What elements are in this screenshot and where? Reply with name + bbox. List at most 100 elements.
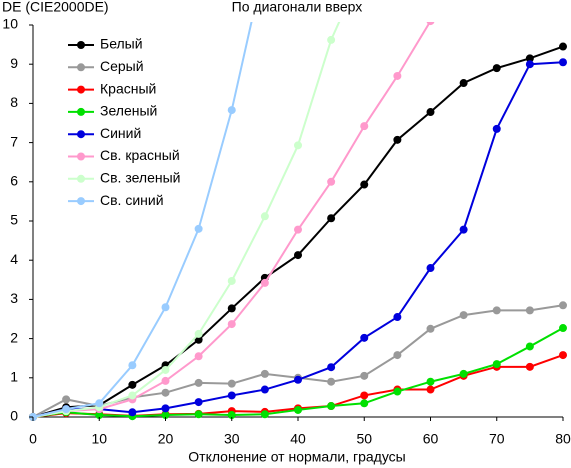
point (360, 180, 369, 189)
point (95, 399, 104, 408)
series-line (32, 327, 564, 418)
point (227, 106, 236, 115)
point (294, 141, 302, 150)
legend-marker (77, 197, 85, 206)
point (327, 402, 336, 411)
point (393, 351, 402, 360)
point (161, 303, 170, 312)
point (294, 405, 302, 414)
y-tick-label: 8 (10, 94, 18, 110)
point (260, 410, 269, 419)
point (525, 54, 534, 63)
point (194, 378, 203, 387)
point (393, 135, 402, 144)
point (260, 385, 269, 394)
legend-marker (77, 174, 85, 183)
point (459, 225, 468, 234)
point (294, 225, 302, 234)
point (161, 388, 170, 397)
x-tick-label: 60 (423, 431, 439, 447)
point (161, 376, 170, 385)
point (227, 276, 236, 285)
point (459, 311, 468, 320)
legend-label: Белый (100, 36, 143, 52)
point (327, 377, 336, 386)
point (128, 408, 137, 417)
point (525, 306, 534, 315)
point (525, 362, 534, 371)
point (327, 35, 336, 44)
point (393, 71, 402, 80)
x-axis-label: Отклонение от нормали, градусы (188, 449, 405, 465)
point (260, 369, 269, 378)
point (227, 379, 236, 388)
y-tick-label: 2 (10, 329, 18, 345)
x-tick-label: 80 (555, 431, 571, 447)
point (426, 385, 435, 394)
y-tick-label: 0 (10, 408, 18, 424)
legend-label: Св. зеленый (100, 170, 180, 186)
point (360, 333, 369, 342)
y-tick-label: 6 (10, 173, 18, 189)
point (260, 278, 269, 287)
y-tick-label: 9 (10, 55, 18, 71)
y-axis-label: DE (CIE2000DE) (2, 0, 109, 15)
legend-marker (77, 107, 85, 116)
x-tick-label: 10 (91, 431, 107, 447)
point (194, 398, 203, 407)
x-tick-label: 20 (158, 431, 174, 447)
legend-marker (77, 152, 85, 161)
point (95, 411, 104, 420)
series-line (32, 304, 564, 418)
legend-marker (77, 85, 85, 94)
point (227, 320, 236, 329)
y-tick-label: 7 (10, 133, 18, 149)
legend-label: Красный (100, 80, 156, 96)
point (559, 301, 567, 310)
chart-title: По диагонали вверх (232, 0, 363, 15)
point (559, 42, 567, 51)
series-line (32, 22, 432, 418)
point (559, 351, 567, 360)
legend-marker (77, 63, 85, 72)
point (393, 387, 402, 396)
legend-marker (77, 41, 85, 49)
point (294, 375, 302, 384)
point (128, 361, 137, 370)
point (559, 58, 567, 67)
point (227, 411, 236, 420)
point (459, 369, 468, 378)
point (360, 122, 369, 131)
y-tick-label: 4 (10, 251, 18, 267)
legend-label: Синий (100, 125, 141, 141)
point (327, 177, 336, 186)
point (360, 399, 369, 408)
point (492, 64, 501, 73)
point (492, 306, 501, 315)
point (426, 22, 435, 26)
point (426, 264, 435, 273)
legend-marker (77, 130, 85, 139)
point (327, 363, 336, 372)
x-tick-label: 30 (224, 431, 240, 447)
point (294, 251, 302, 260)
point (492, 360, 501, 369)
legend-label: Серый (100, 58, 144, 74)
point (525, 60, 534, 69)
point (128, 380, 137, 389)
point (360, 391, 369, 400)
point (194, 352, 203, 361)
point (260, 212, 269, 221)
point (161, 404, 170, 413)
y-tick-label: 3 (10, 290, 18, 306)
point (426, 377, 435, 386)
x-tick-label: 0 (29, 431, 37, 447)
point (360, 371, 369, 380)
legend-label: Зеленый (100, 103, 157, 119)
point (492, 124, 501, 133)
point (194, 329, 203, 338)
legend-label: Св. красный (100, 147, 180, 163)
point (128, 391, 137, 400)
point (426, 324, 435, 333)
